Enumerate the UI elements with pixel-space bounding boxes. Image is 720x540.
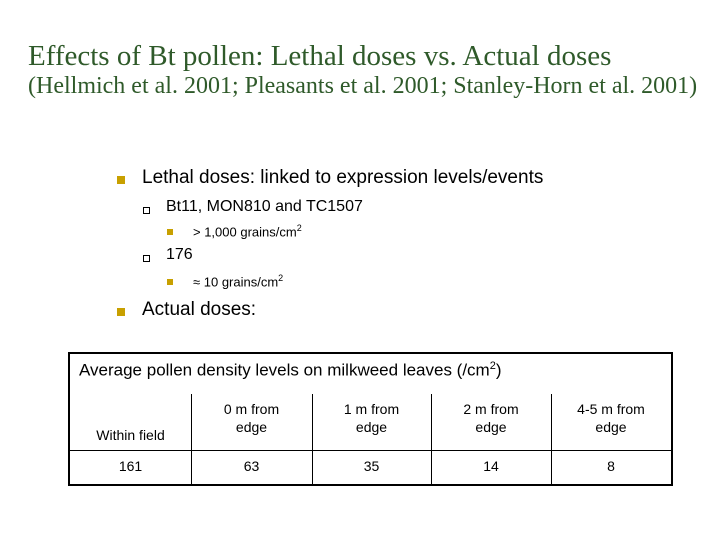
data-cell: 14 (483, 458, 499, 474)
sup: 2 (489, 360, 496, 372)
column-line (312, 394, 313, 484)
sup: 2 (278, 273, 284, 283)
bullet-text: Lethal doses: linked to expression level… (142, 167, 544, 188)
bullet (143, 255, 150, 262)
bullet-text: ≈ 10 grains/cm2 (193, 273, 283, 289)
title-line: Effects of Bt pollen: Lethal doses vs. A… (28, 40, 612, 72)
row-line (70, 450, 671, 451)
header-cell: Within field (96, 427, 165, 443)
text: ) (495, 360, 502, 380)
data-cell: 8 (607, 458, 615, 474)
citation: (Hellmich et al. 2001; Pleasants et al. … (28, 73, 698, 99)
bullet-text: Actual doses: (142, 299, 257, 320)
bullet-text: > 1,000 grains/cm2 (193, 223, 302, 239)
header-cell: 4-5 m from edge (577, 401, 645, 435)
column-line (551, 394, 552, 484)
title: Effects of Bt pollen: Lethal doses vs. A… (28, 40, 698, 101)
data-cell: 63 (243, 458, 260, 474)
column-line (191, 394, 192, 484)
bullet (167, 279, 173, 285)
text: ≈ 10 grains/cm (193, 274, 279, 290)
data-cell: 35 (363, 458, 380, 474)
bullet-text: Bt11, MON810 and TC1507 (166, 198, 363, 215)
bullet-text: 176 (166, 246, 193, 263)
column-line (431, 394, 432, 484)
bullet (117, 176, 125, 184)
data-cell: 161 (118, 458, 143, 474)
table: Average pollen density levels on milkwee… (68, 352, 673, 486)
bullet (143, 207, 150, 214)
bullet (117, 308, 125, 316)
text: > 1,000 grains/cm (193, 224, 297, 240)
text: Average pollen density levels on milkwee… (79, 360, 490, 380)
header-cell: 2 m from edge (463, 401, 519, 435)
header-cell: 1 m from edge (343, 401, 400, 435)
table-caption: Average pollen density levels on milkwee… (79, 360, 502, 381)
header-cell: 0 m from edge (223, 401, 280, 435)
bullet (167, 229, 173, 235)
sup: 2 (296, 223, 302, 233)
